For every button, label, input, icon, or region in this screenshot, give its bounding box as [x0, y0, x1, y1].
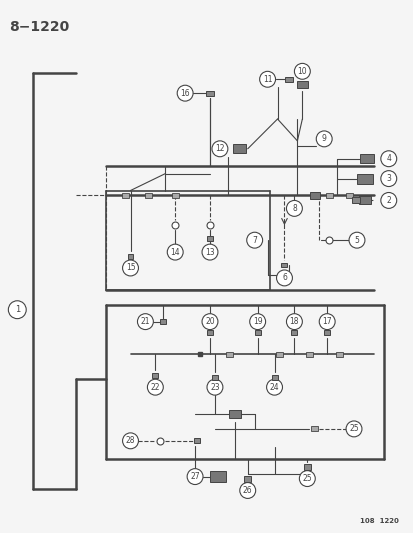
- Bar: [254, 330, 260, 335]
- Bar: [244, 475, 251, 481]
- Circle shape: [8, 301, 26, 319]
- Text: 18: 18: [289, 317, 299, 326]
- Text: 10: 10: [297, 67, 306, 76]
- Text: 12: 12: [215, 144, 224, 154]
- Circle shape: [239, 482, 255, 498]
- Circle shape: [202, 244, 217, 260]
- Bar: [275, 352, 282, 357]
- Circle shape: [294, 63, 310, 79]
- Bar: [325, 193, 332, 198]
- Circle shape: [147, 379, 163, 395]
- Bar: [356, 174, 372, 183]
- Text: 24: 24: [269, 383, 279, 392]
- Text: 7: 7: [252, 236, 256, 245]
- Text: 9: 9: [321, 134, 326, 143]
- Circle shape: [259, 71, 275, 87]
- Bar: [206, 236, 212, 241]
- Text: 3: 3: [385, 174, 390, 183]
- Circle shape: [286, 314, 301, 329]
- Text: 6: 6: [281, 273, 286, 282]
- Text: 22: 22: [150, 383, 160, 392]
- Bar: [152, 373, 158, 378]
- Circle shape: [211, 141, 227, 157]
- Bar: [206, 91, 214, 95]
- Circle shape: [206, 379, 222, 395]
- Bar: [296, 81, 307, 88]
- Text: 2: 2: [385, 196, 390, 205]
- Circle shape: [380, 171, 396, 187]
- Bar: [171, 193, 178, 198]
- Circle shape: [122, 433, 138, 449]
- Circle shape: [177, 85, 192, 101]
- Bar: [145, 193, 152, 198]
- Circle shape: [345, 421, 361, 437]
- Circle shape: [316, 131, 331, 147]
- Bar: [303, 464, 310, 470]
- Bar: [211, 375, 217, 379]
- Circle shape: [167, 244, 183, 260]
- Circle shape: [137, 314, 153, 329]
- Bar: [351, 197, 359, 204]
- Circle shape: [187, 469, 202, 484]
- Bar: [291, 330, 297, 335]
- Text: 13: 13: [205, 248, 214, 256]
- Text: 23: 23: [210, 383, 219, 392]
- Circle shape: [122, 260, 138, 276]
- Text: 26: 26: [242, 486, 252, 495]
- Circle shape: [246, 232, 262, 248]
- Bar: [323, 330, 330, 335]
- Circle shape: [318, 314, 335, 329]
- Circle shape: [286, 200, 301, 216]
- Text: 27: 27: [190, 472, 199, 481]
- Circle shape: [276, 270, 292, 286]
- Circle shape: [380, 192, 396, 208]
- Bar: [335, 352, 342, 357]
- Text: 5: 5: [354, 236, 358, 245]
- Text: 1: 1: [14, 305, 20, 314]
- Bar: [228, 410, 240, 418]
- Bar: [310, 191, 320, 199]
- Text: 11: 11: [262, 75, 272, 84]
- Text: 19: 19: [252, 317, 262, 326]
- Bar: [285, 77, 293, 82]
- Bar: [209, 471, 225, 482]
- Text: 17: 17: [322, 317, 331, 326]
- Bar: [160, 319, 166, 324]
- Text: 8−1220: 8−1220: [9, 20, 69, 34]
- Bar: [310, 426, 317, 431]
- Bar: [271, 375, 277, 379]
- Bar: [281, 263, 287, 268]
- Text: 25: 25: [302, 474, 311, 483]
- Circle shape: [299, 471, 315, 487]
- Bar: [233, 144, 246, 154]
- Bar: [345, 193, 351, 198]
- Bar: [122, 193, 129, 198]
- Circle shape: [249, 314, 265, 329]
- Circle shape: [380, 151, 396, 167]
- Text: 28: 28: [126, 437, 135, 446]
- Text: 14: 14: [170, 248, 180, 256]
- Circle shape: [266, 379, 282, 395]
- Text: 15: 15: [126, 263, 135, 272]
- Circle shape: [202, 314, 217, 329]
- Bar: [359, 154, 373, 163]
- Text: 4: 4: [385, 154, 390, 163]
- Bar: [194, 438, 199, 443]
- Text: 108  1220: 108 1220: [359, 518, 398, 524]
- Text: 20: 20: [205, 317, 214, 326]
- Text: 16: 16: [180, 88, 190, 98]
- Bar: [127, 254, 133, 259]
- Text: 21: 21: [140, 317, 150, 326]
- Circle shape: [348, 232, 364, 248]
- Text: 25: 25: [348, 424, 358, 433]
- Text: 8: 8: [291, 204, 296, 213]
- Bar: [305, 352, 312, 357]
- Bar: [226, 352, 233, 357]
- Bar: [206, 330, 212, 335]
- Bar: [358, 197, 370, 205]
